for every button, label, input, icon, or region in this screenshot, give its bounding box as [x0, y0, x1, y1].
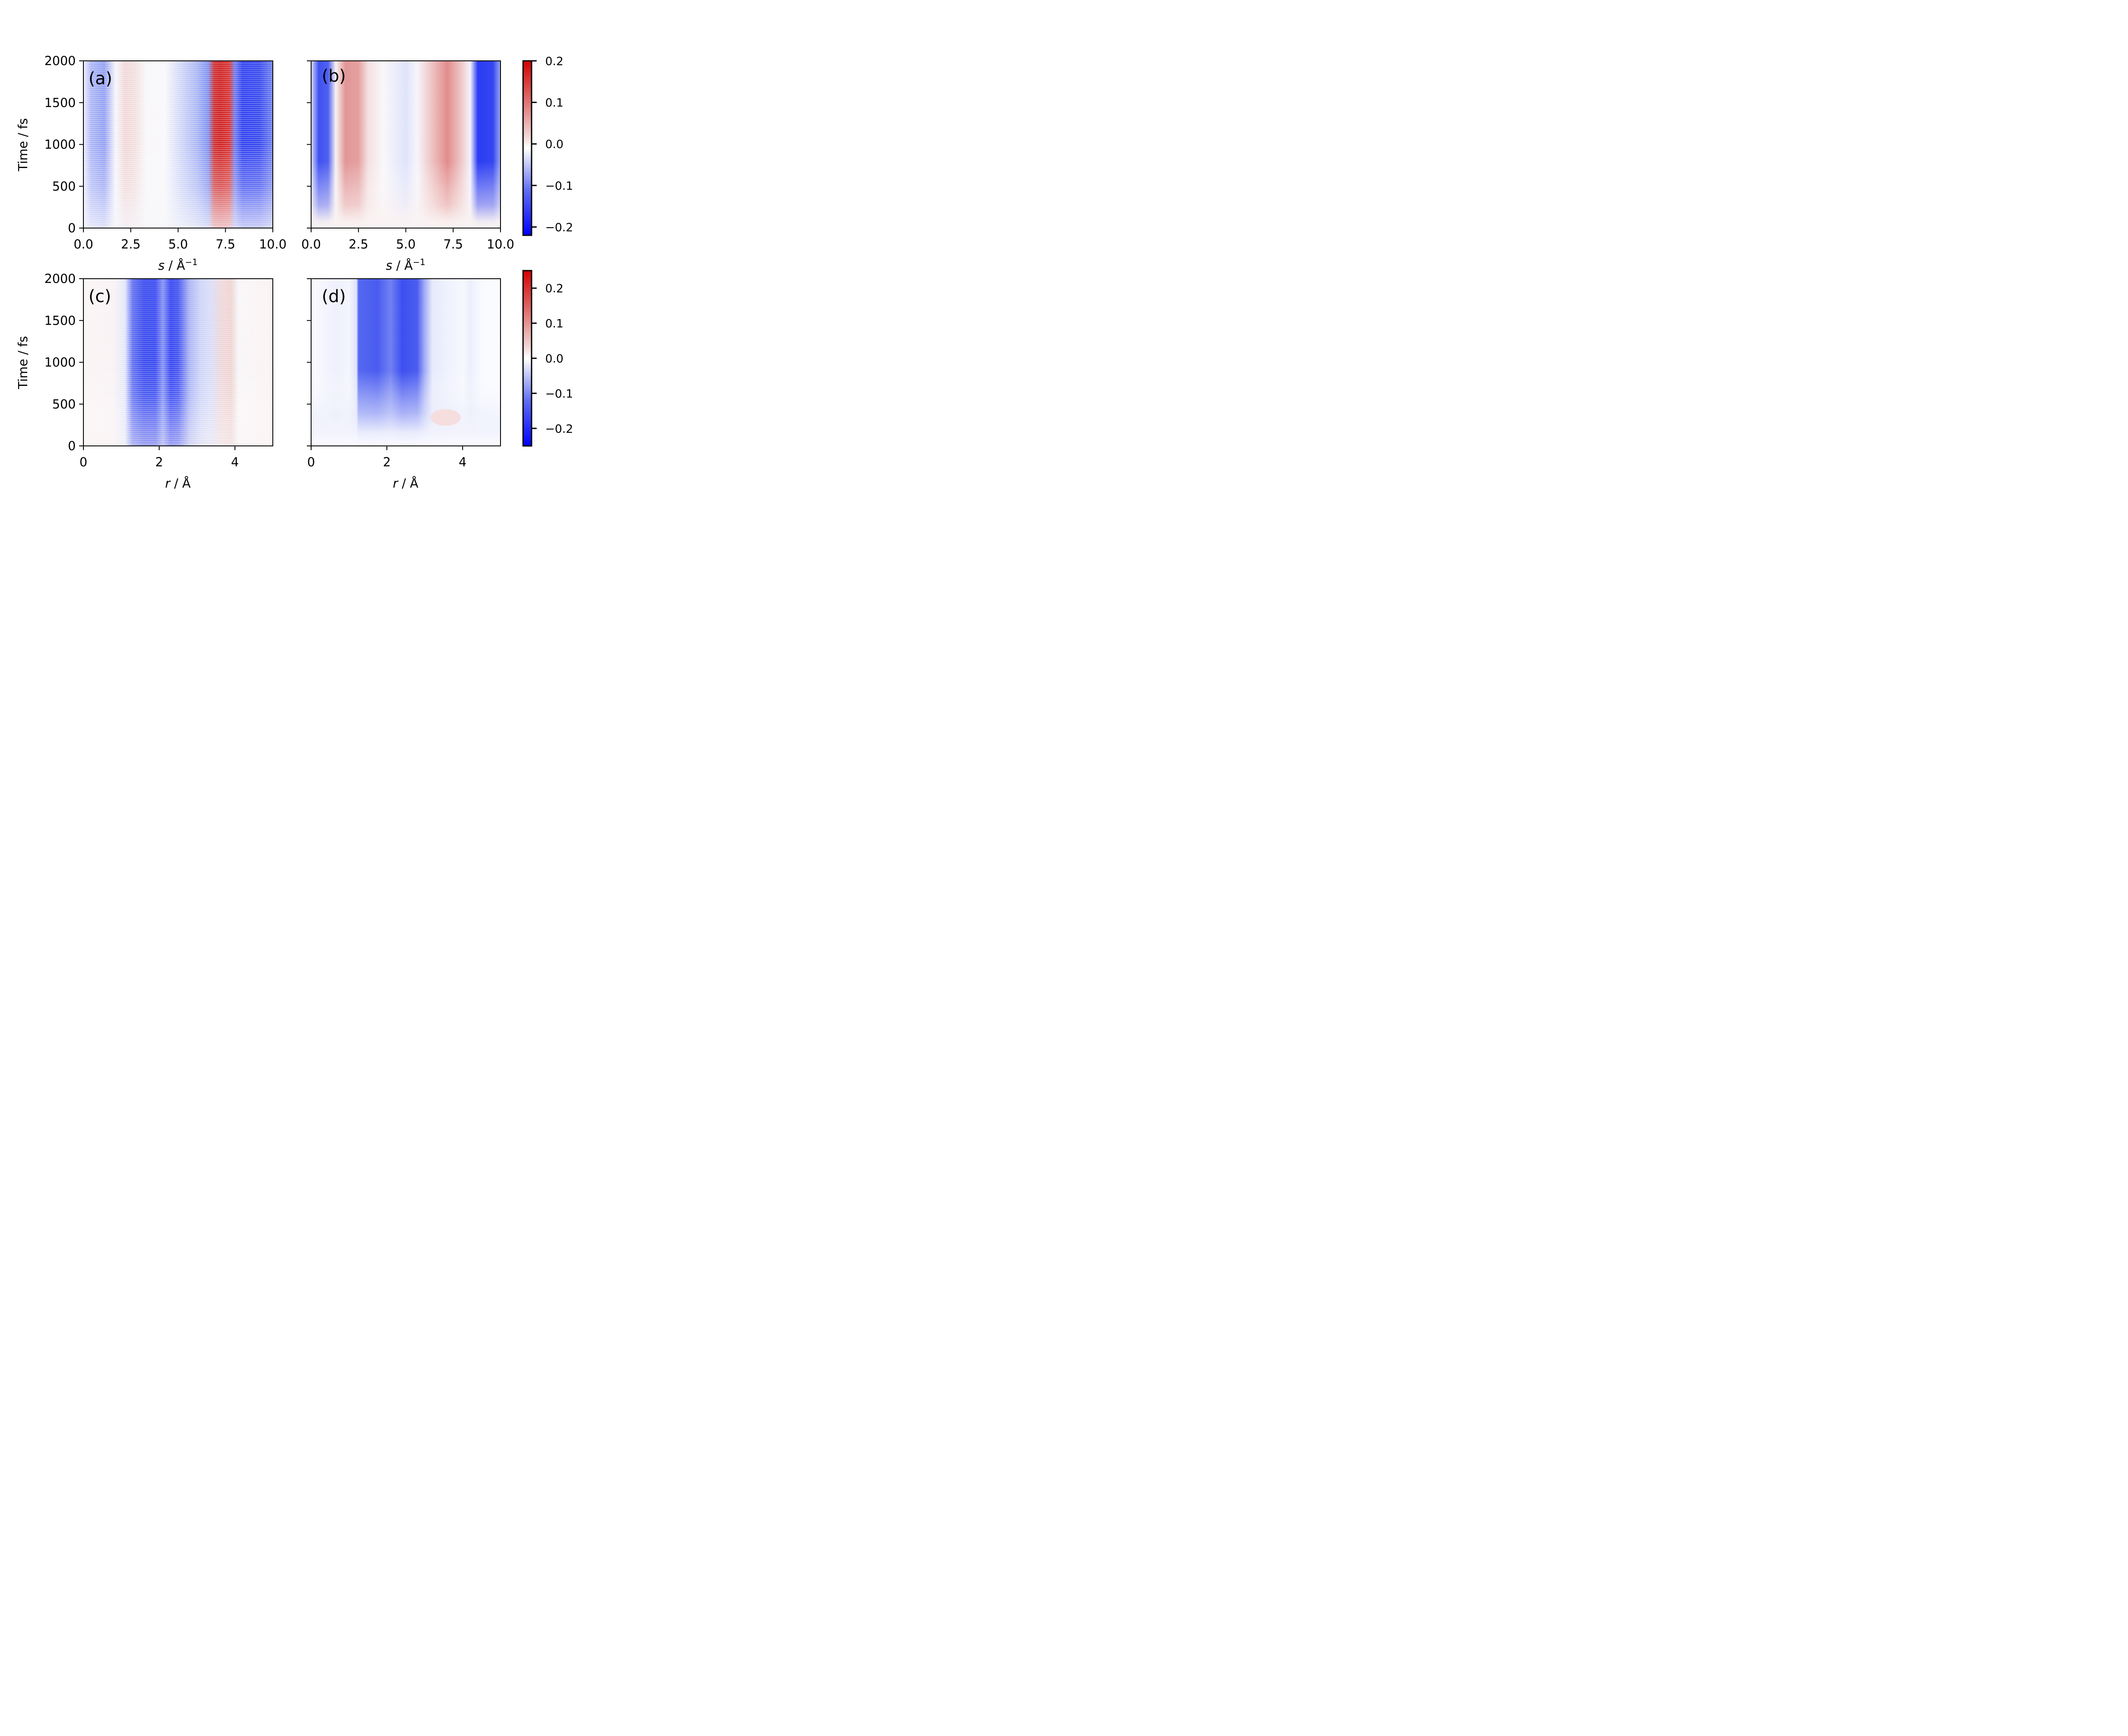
y-tick-label-a: 1500	[44, 95, 76, 110]
heatmap-c	[83, 279, 273, 446]
x-tick-label-d: 2	[383, 455, 391, 469]
colorbar-tick-label: −0.2	[545, 423, 573, 436]
x-tick-label-b: 2.5	[349, 237, 368, 251]
panel-c: (c) 0 2 4 0 500 1000 1500 2000 Time / fs r / Å	[16, 271, 273, 491]
heatmap-a	[83, 61, 273, 228]
x-tick-label-a: 10.0	[259, 237, 287, 251]
x-tick-label-b: 7.5	[443, 237, 463, 251]
x-tick-label-b: 5.0	[396, 237, 415, 251]
x-tick-label-b: 10.0	[487, 237, 515, 251]
panel-label-a: (a)	[89, 69, 112, 89]
colorbar-tick-label: 0.1	[545, 97, 563, 110]
colorbar-tick-label: 0.1	[545, 317, 563, 331]
heatmap-d	[311, 279, 501, 446]
x-axis-label-b: s / Å−1	[386, 257, 426, 273]
colorbar-bottom-gradient	[523, 271, 532, 446]
y-tick-label-a: 0	[68, 221, 76, 235]
y-tick-label-a: 500	[52, 179, 76, 194]
y-axis-label-c: Time / fs	[16, 336, 30, 390]
y-axis-label-a: Time / fs	[16, 118, 30, 172]
colorbar-top: 0.2 0.1 0.0 −0.1 −0.2	[522, 55, 573, 236]
colorbar-tick-label: −0.2	[545, 221, 573, 234]
y-tick-label-c: 1500	[44, 313, 76, 328]
x-axis-label-a: s / Å−1	[158, 257, 198, 273]
colorbar-tick-label: −0.1	[545, 180, 573, 193]
x-tick-label-a: 2.5	[121, 237, 140, 251]
colorbar-bottom: 0.2 0.1 0.0 −0.1 −0.2	[522, 270, 573, 447]
colorbar-tick-label: 0.2	[545, 55, 563, 68]
colorbar-tick-label: −0.1	[545, 387, 573, 400]
colorbar-top-frame	[522, 60, 532, 236]
y-tick-label-a: 2000	[44, 54, 76, 68]
x-tick-label-c: 0	[80, 455, 87, 469]
x-tick-label-d: 4	[459, 455, 466, 469]
y-tick-label-c: 2000	[44, 271, 76, 286]
x-tick-label-a: 0.0	[74, 237, 93, 251]
y-tick-label-c: 1000	[44, 355, 76, 370]
x-tick-label-c: 2	[155, 455, 163, 469]
colorbar-tick-label: 0.2	[545, 282, 563, 295]
colorbar-tick-label: 0.0	[545, 352, 563, 365]
x-axis-label-c: r / Å	[165, 476, 191, 491]
panel-label-d: (d)	[322, 287, 346, 306]
y-tick-label-c: 0	[68, 439, 76, 453]
x-axis-label-d: r / Å	[393, 476, 418, 491]
panel-label-b: (b)	[322, 66, 346, 86]
x-tick-label-a: 5.0	[168, 237, 188, 251]
y-tick-label-a: 1000	[44, 137, 76, 152]
colorbar-tick-label: 0.0	[545, 138, 563, 151]
x-tick-label-a: 7.5	[216, 237, 235, 251]
panel-d: (d) 0 2 4 r / Å	[307, 278, 501, 491]
x-tick-label-d: 0	[307, 455, 315, 469]
x-tick-label-b: 0.0	[301, 237, 321, 251]
panel-a: (a) 0.0 2.5 5.0 7.5 10.0 0 500 1000 1500 2000 Tim…	[16, 54, 286, 273]
panel-label-c: (c)	[89, 287, 111, 306]
y-tick-label-c: 500	[52, 397, 76, 411]
colorbar-top-gradient	[523, 61, 532, 235]
x-tick-label-c: 4	[231, 455, 239, 469]
panel-b: (b) 0.0 2.5 5.0 7.5 10.0 s / Å−1	[301, 60, 515, 273]
heatmap-b	[311, 61, 501, 228]
